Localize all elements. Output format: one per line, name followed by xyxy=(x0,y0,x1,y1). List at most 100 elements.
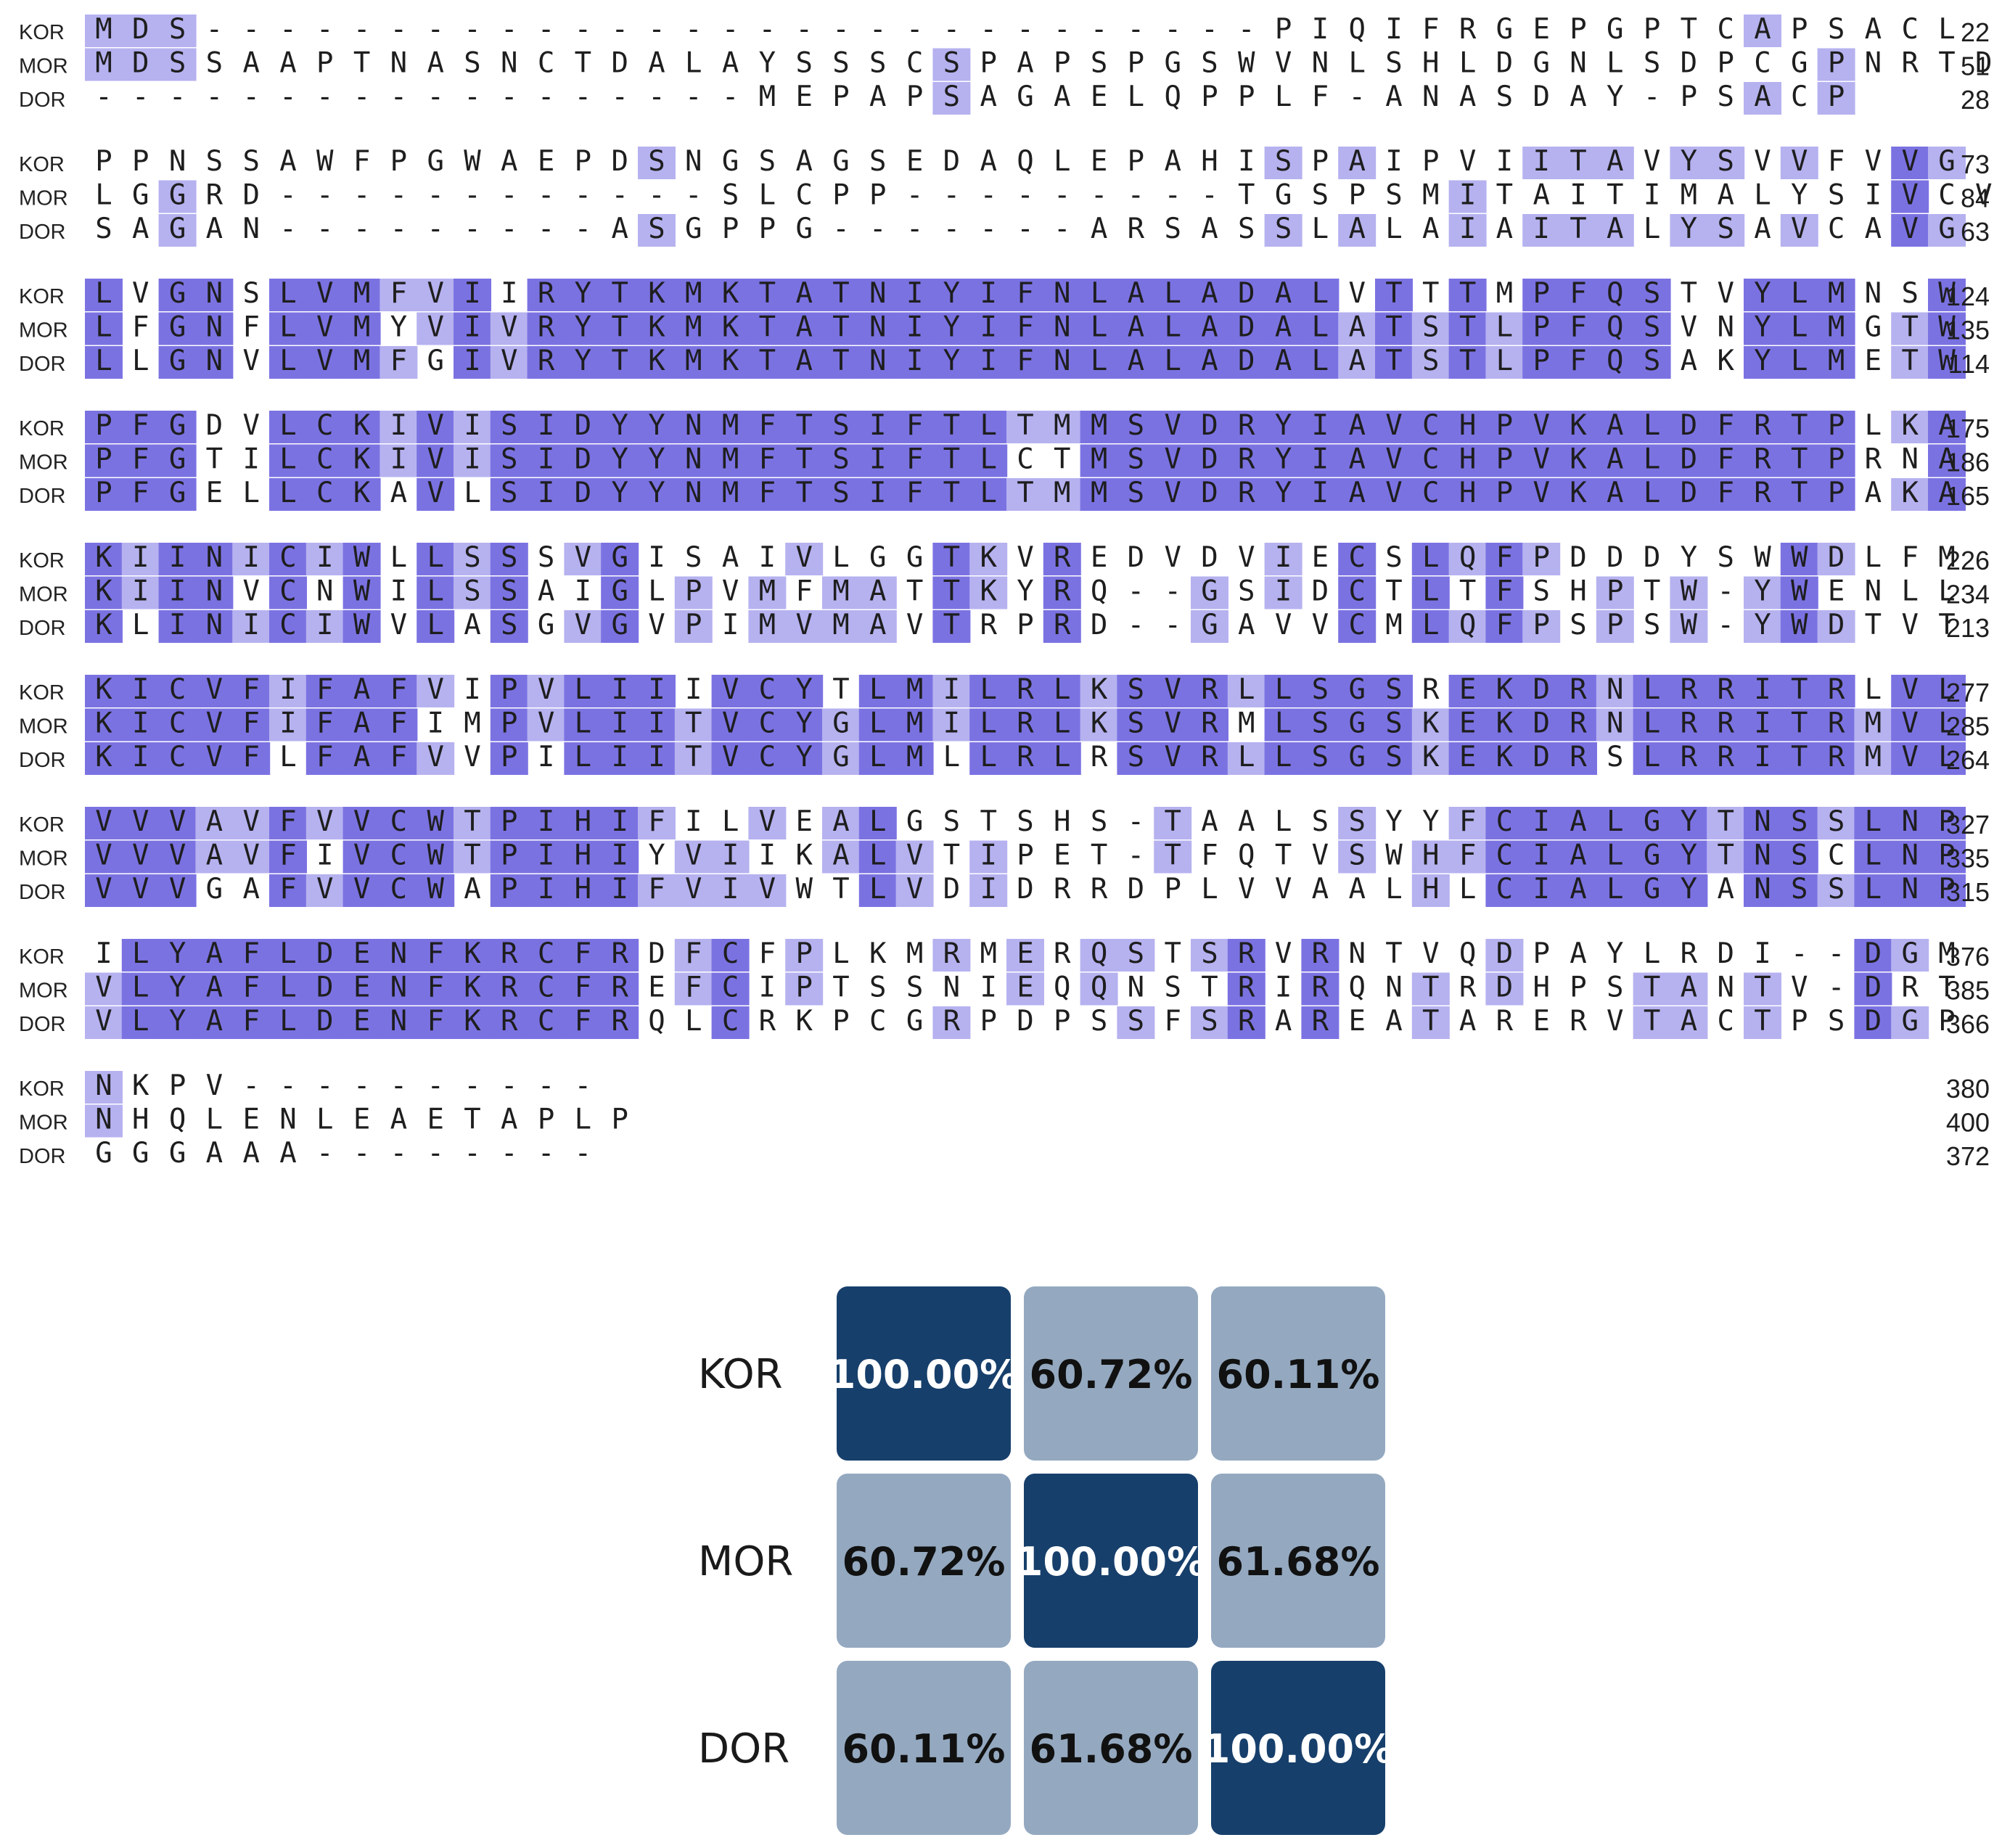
residue: - xyxy=(169,81,186,113)
residue: T xyxy=(353,47,370,80)
conservation-highlight xyxy=(454,279,491,311)
residue: L xyxy=(1938,13,1955,46)
residue: M xyxy=(1681,179,1697,212)
residue: N xyxy=(169,145,186,178)
residue: - xyxy=(943,179,960,212)
conservation-highlight xyxy=(1264,214,1302,247)
conservation-highlight xyxy=(195,279,234,311)
residue: S xyxy=(1496,81,1513,113)
alignment-block: KOR L V G N S L V M F V I I R Y T K M K T A T N I Y I F N L A L A D A L V T T… xyxy=(19,277,1990,379)
residue: - xyxy=(279,179,296,212)
conservation-highlight xyxy=(1891,147,1929,179)
residue: - xyxy=(1164,179,1181,212)
residue: G xyxy=(169,179,186,212)
residue: Y xyxy=(1681,145,1697,178)
residue: V xyxy=(1865,145,1882,178)
residue: P xyxy=(1422,145,1439,178)
residue: L xyxy=(1385,213,1402,245)
residue: - xyxy=(1017,13,1033,46)
residue: V xyxy=(1901,145,1918,178)
residue: M xyxy=(95,13,112,46)
matrix-cell-value: 61.68% xyxy=(1217,1539,1380,1585)
conservation-highlight xyxy=(1744,15,1781,47)
matrix-cell-value: 60.72% xyxy=(1030,1352,1193,1397)
residue: - xyxy=(1054,13,1070,46)
residue: L xyxy=(1348,47,1365,80)
conservation-highlight xyxy=(158,312,197,345)
conservation-highlight xyxy=(1448,214,1487,247)
residue: - xyxy=(538,13,554,46)
residue: - xyxy=(575,213,591,245)
residue: C xyxy=(1938,179,1955,212)
residue: P xyxy=(1570,13,1586,46)
conservation-highlight xyxy=(269,279,307,311)
residue: - xyxy=(980,13,996,46)
residue: P xyxy=(1128,47,1144,80)
residue: - xyxy=(685,179,702,212)
matrix-cell-value: 60.72% xyxy=(842,1539,1006,1585)
residue: F xyxy=(1828,145,1845,178)
residue: G xyxy=(1164,47,1181,80)
residue: S xyxy=(1275,213,1292,245)
conservation-highlight xyxy=(1780,214,1818,247)
residue: L xyxy=(759,179,776,212)
residue: - xyxy=(1201,13,1218,46)
residue: - xyxy=(464,13,480,46)
conservation-highlight xyxy=(1707,214,1745,247)
residue: A xyxy=(869,81,886,113)
residue: - xyxy=(316,213,333,245)
residue: W xyxy=(316,145,334,178)
residue: G xyxy=(1938,145,1955,178)
residue: H xyxy=(1422,47,1439,80)
residue: T xyxy=(1570,213,1586,245)
residue: A xyxy=(1385,81,1402,113)
residue: T xyxy=(1238,179,1255,212)
residue: Y xyxy=(759,47,776,80)
residue: P xyxy=(1828,81,1845,113)
residue: M xyxy=(759,81,776,113)
residue: T xyxy=(1681,13,1697,46)
residue: M xyxy=(1422,179,1439,212)
residue: P xyxy=(1828,47,1845,80)
conservation-highlight xyxy=(305,346,344,379)
residue: P xyxy=(1201,81,1218,113)
conservation-highlight xyxy=(1891,180,1929,213)
residue: - xyxy=(906,179,923,212)
conservation-highlight xyxy=(601,312,639,345)
residue: L xyxy=(1128,81,1144,113)
residue: G xyxy=(1533,47,1549,80)
conservation-highlight xyxy=(380,279,418,311)
position-number: 73 xyxy=(1961,149,1990,179)
residue: P xyxy=(980,47,996,80)
residue: S xyxy=(869,47,886,80)
residue: - xyxy=(722,81,739,113)
residue: A xyxy=(1348,213,1365,245)
sequence-label: KOR xyxy=(19,21,65,44)
residue: C xyxy=(1717,13,1734,46)
residue: M xyxy=(95,47,112,80)
residue: S xyxy=(648,145,665,178)
conservation-highlight xyxy=(564,279,602,311)
residue: A xyxy=(279,47,296,80)
residue: P xyxy=(1717,47,1734,80)
residue: - xyxy=(1091,179,1107,212)
residue: P xyxy=(1275,13,1292,46)
residue: - xyxy=(427,13,443,46)
residue: L xyxy=(685,47,702,80)
residue: S xyxy=(1828,179,1845,212)
residue: A xyxy=(722,47,739,80)
conservation-highlight xyxy=(85,48,123,81)
conservation-highlight xyxy=(158,180,197,213)
conservation-highlight xyxy=(305,279,344,311)
residue: - xyxy=(611,13,628,46)
residue: - xyxy=(759,13,776,46)
residue: - xyxy=(611,179,628,212)
residue: - xyxy=(1644,81,1660,113)
conservation-highlight xyxy=(601,279,639,311)
residue: A xyxy=(1164,145,1181,178)
conservation-highlight xyxy=(342,312,381,345)
residue: - xyxy=(279,13,296,46)
residue: V xyxy=(1275,47,1292,80)
conservation-highlight xyxy=(1264,147,1302,179)
residue: A xyxy=(1607,145,1623,178)
